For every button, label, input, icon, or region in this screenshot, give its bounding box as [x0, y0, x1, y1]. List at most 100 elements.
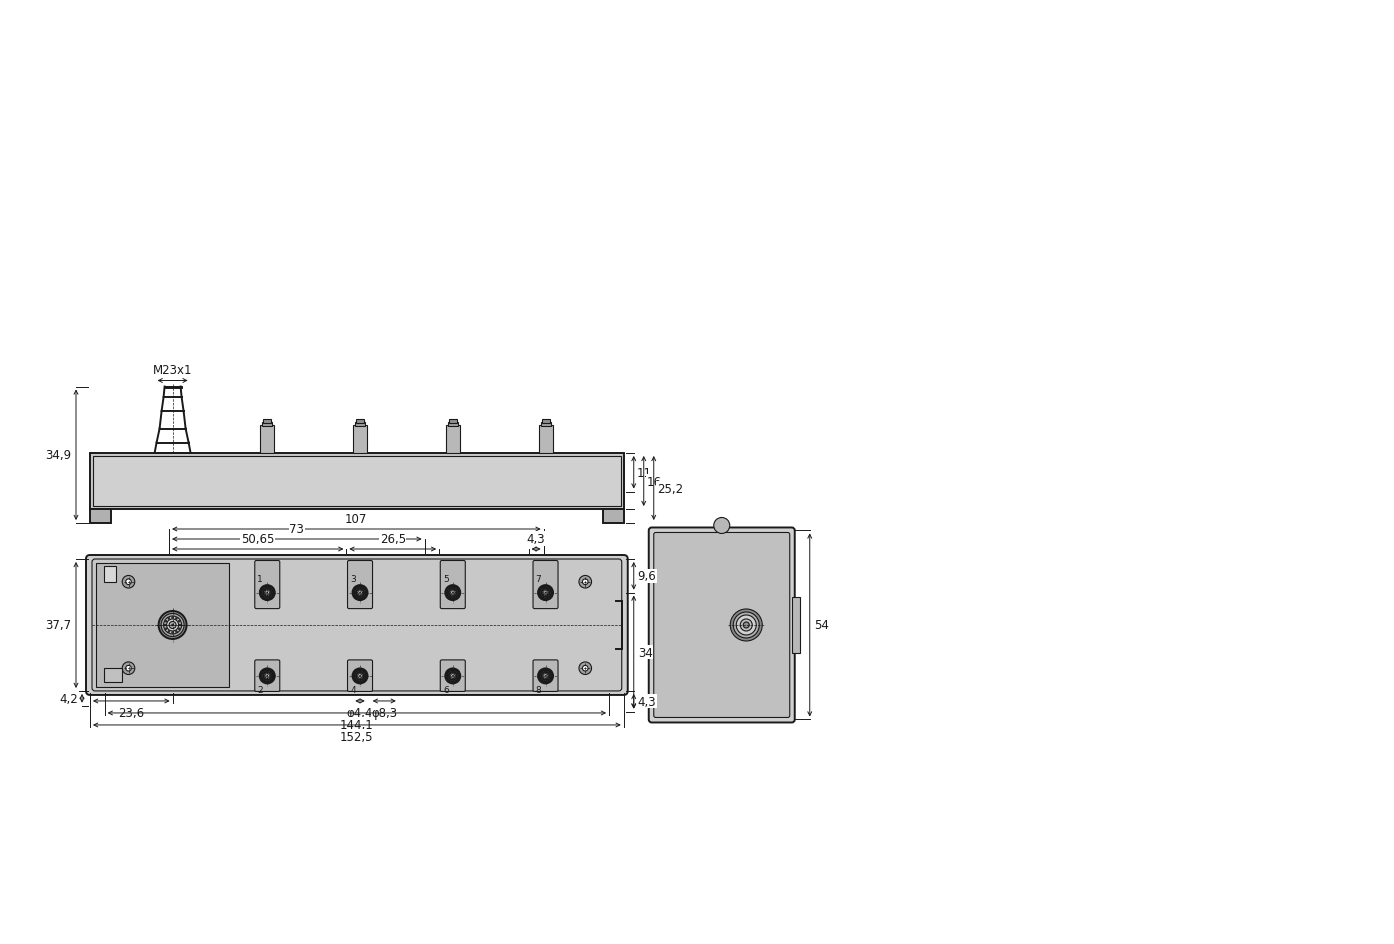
FancyBboxPatch shape [533, 660, 558, 692]
Bar [792, 598, 800, 653]
Circle shape [545, 595, 546, 597]
Circle shape [269, 590, 270, 592]
Circle shape [360, 673, 361, 674]
Circle shape [167, 617, 170, 620]
Circle shape [353, 668, 368, 683]
Circle shape [266, 676, 268, 677]
Text: φ8,3: φ8,3 [371, 706, 397, 719]
Circle shape [454, 674, 456, 675]
FancyBboxPatch shape [347, 561, 372, 609]
Circle shape [452, 590, 453, 591]
Circle shape [361, 594, 362, 596]
Circle shape [171, 632, 174, 633]
Circle shape [162, 614, 184, 637]
FancyBboxPatch shape [255, 660, 280, 692]
Bar [263, 419, 272, 424]
FancyBboxPatch shape [441, 561, 466, 609]
Circle shape [176, 631, 177, 632]
Circle shape [262, 587, 273, 598]
Circle shape [452, 673, 453, 674]
Circle shape [357, 676, 358, 677]
Circle shape [447, 587, 459, 598]
Circle shape [546, 674, 548, 675]
Circle shape [730, 609, 763, 641]
Circle shape [583, 666, 588, 671]
Circle shape [454, 678, 456, 679]
Circle shape [361, 678, 362, 679]
FancyBboxPatch shape [648, 528, 795, 723]
Circle shape [449, 592, 450, 594]
Text: 11: 11 [637, 466, 652, 480]
Bar [541, 423, 551, 427]
FancyBboxPatch shape [92, 560, 622, 691]
Circle shape [736, 615, 757, 635]
Circle shape [353, 585, 368, 600]
Circle shape [164, 620, 167, 622]
Circle shape [123, 576, 135, 588]
Circle shape [269, 594, 270, 596]
Circle shape [262, 670, 273, 682]
Bar [355, 423, 365, 427]
Circle shape [178, 624, 181, 626]
Circle shape [269, 678, 270, 679]
Circle shape [178, 620, 180, 622]
Circle shape [263, 589, 272, 597]
Bar [541, 419, 549, 424]
Circle shape [538, 585, 553, 600]
Circle shape [357, 590, 358, 592]
Text: 4,3: 4,3 [527, 532, 545, 546]
Circle shape [539, 587, 551, 598]
Circle shape [266, 592, 268, 594]
Circle shape [541, 672, 549, 681]
Circle shape [357, 594, 358, 596]
Circle shape [263, 676, 265, 677]
Circle shape [546, 590, 548, 592]
Bar [96, 564, 229, 687]
Circle shape [269, 676, 270, 677]
Circle shape [266, 595, 268, 597]
Circle shape [265, 674, 266, 675]
Circle shape [266, 678, 268, 680]
Circle shape [171, 616, 174, 619]
Circle shape [265, 590, 266, 592]
Text: 54: 54 [814, 619, 828, 632]
Text: 25,2: 25,2 [657, 482, 683, 495]
Circle shape [263, 672, 272, 681]
Circle shape [357, 592, 358, 594]
Circle shape [454, 676, 456, 677]
Circle shape [450, 674, 452, 675]
Text: 152,5: 152,5 [340, 730, 374, 743]
Bar [447, 423, 457, 427]
Text: 2: 2 [258, 685, 263, 695]
Text: 6: 6 [443, 685, 449, 695]
Circle shape [171, 624, 174, 626]
Bar [355, 419, 364, 424]
FancyBboxPatch shape [86, 555, 627, 695]
Text: 50,65: 50,65 [241, 532, 275, 546]
Text: 16: 16 [647, 475, 662, 488]
Circle shape [541, 589, 549, 597]
Circle shape [449, 676, 450, 677]
Text: 34: 34 [637, 646, 652, 659]
Circle shape [361, 674, 362, 675]
Circle shape [449, 672, 457, 681]
Circle shape [355, 672, 364, 681]
Circle shape [269, 674, 270, 675]
Bar [91, 453, 623, 510]
Circle shape [545, 590, 546, 591]
Circle shape [452, 595, 453, 597]
Circle shape [714, 518, 729, 534]
Circle shape [125, 580, 131, 585]
Circle shape [544, 678, 545, 679]
Text: 3: 3 [350, 575, 355, 583]
Bar [105, 566, 116, 582]
Circle shape [546, 594, 548, 596]
Circle shape [544, 674, 545, 675]
Circle shape [452, 592, 453, 594]
Circle shape [362, 676, 364, 677]
Circle shape [259, 585, 275, 600]
Bar [91, 510, 112, 523]
Circle shape [539, 670, 551, 682]
Circle shape [548, 676, 549, 677]
Text: 1: 1 [258, 575, 263, 583]
